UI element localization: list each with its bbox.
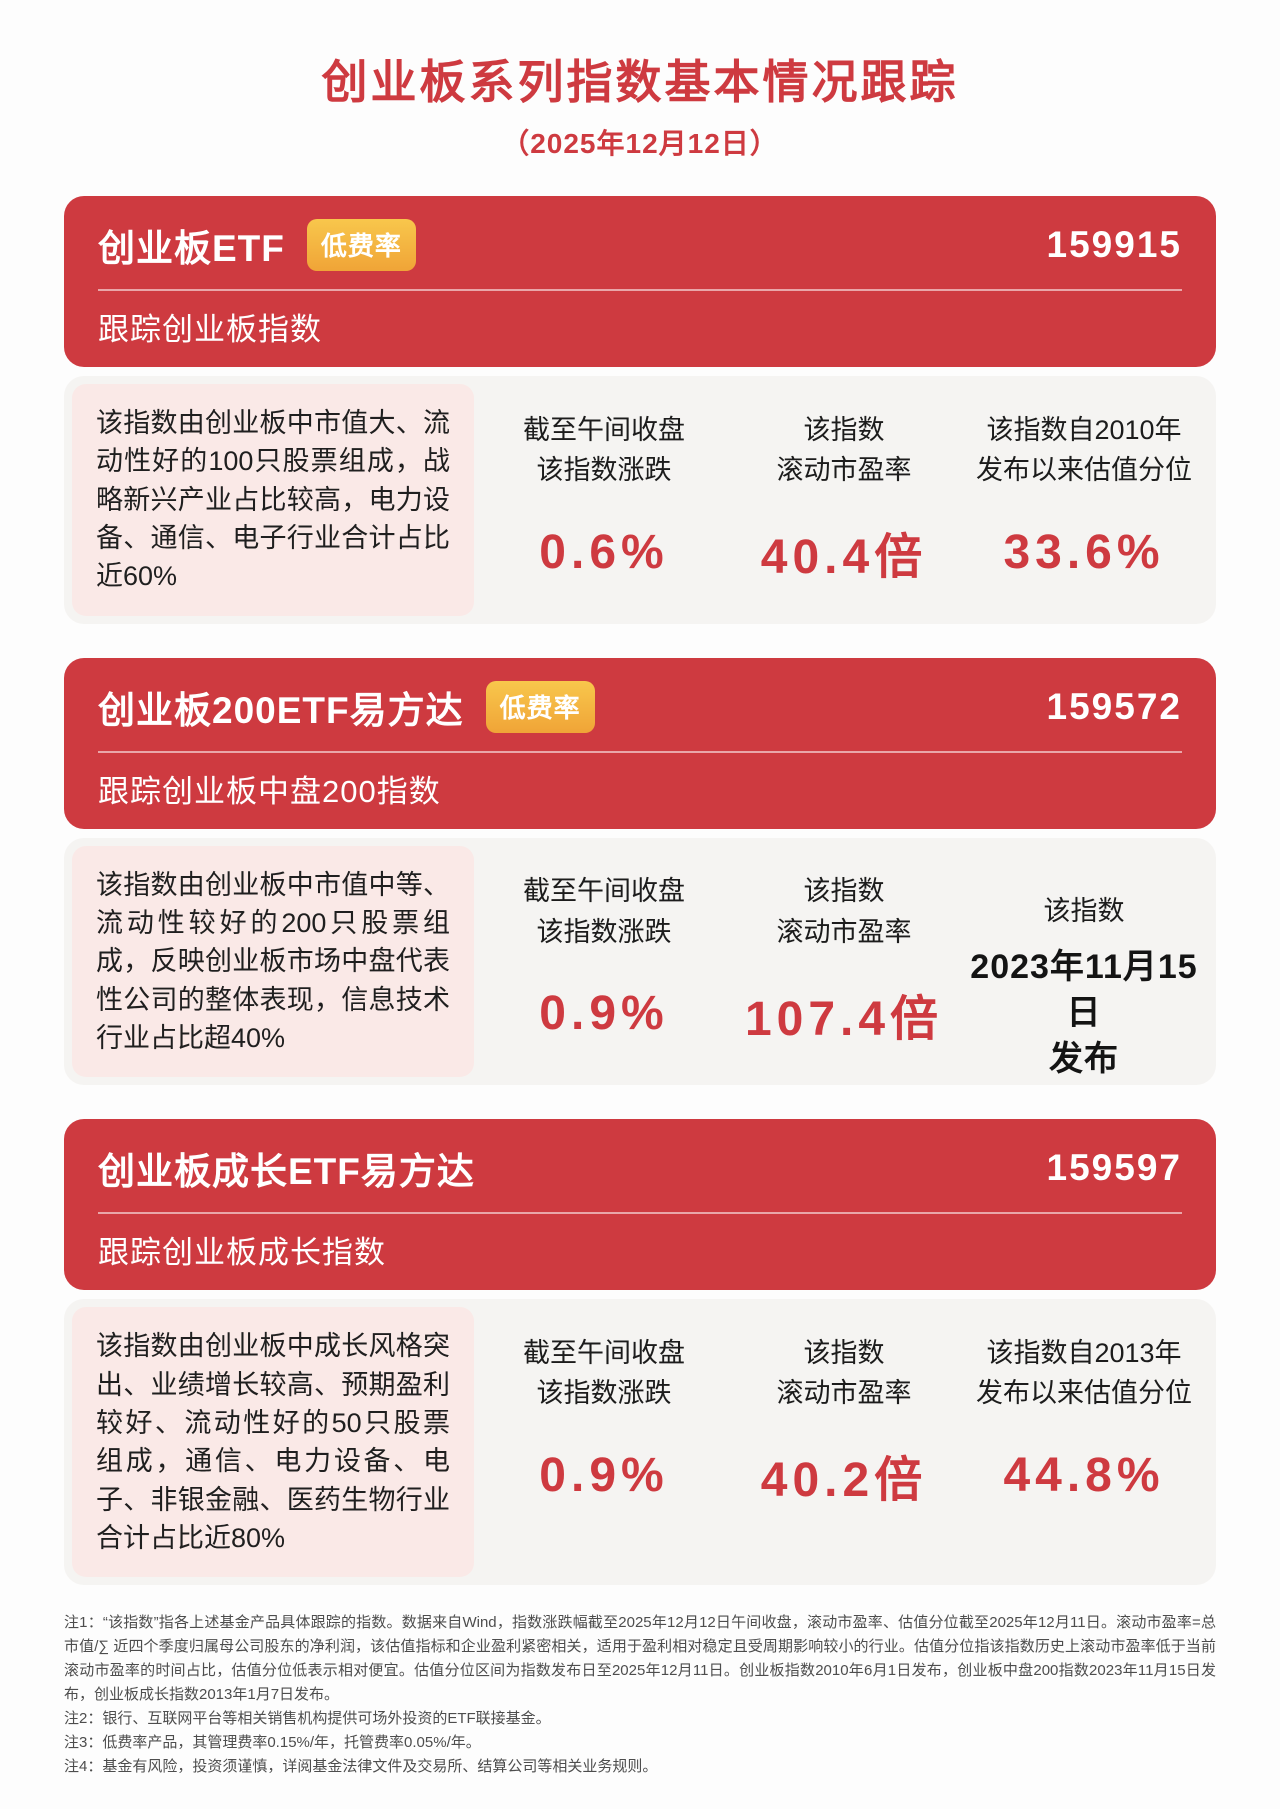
stat-label: 该指数 滚动市盈率 bbox=[776, 414, 912, 486]
stat-value: 40.2倍 bbox=[760, 1454, 928, 1508]
stat-label: 该指数 滚动市盈率 bbox=[776, 876, 912, 947]
stat-valuation-percentile: 该指数自2010年 发布以来估值分位 33.6% bbox=[964, 402, 1204, 594]
header-divider bbox=[98, 1212, 1182, 1215]
tracking-index-label: 跟踪创业板成长指数 bbox=[98, 1235, 386, 1271]
stat-value: 33.6% bbox=[1003, 525, 1165, 579]
tracking-index-label: 跟踪创业板指数 bbox=[98, 312, 322, 347]
etf-code: 159915 bbox=[1046, 224, 1182, 265]
etf-name: 创业板ETF bbox=[98, 228, 285, 269]
etf-name: 创业板200ETF易方达 bbox=[98, 689, 464, 731]
low-fee-badge: 低费率 bbox=[306, 219, 416, 271]
etf-card-chinext-growth: 创业板成长ETF易方达 159597 跟踪创业板成长指数 该指数由创业板中成长风… bbox=[64, 1119, 1216, 1586]
stat-value: 0.9% bbox=[539, 987, 669, 1041]
card-header: 创业板ETF 低费率 159915 跟踪创业板指数 bbox=[64, 196, 1216, 367]
card-body: 该指数由创业板中市值中等、流动性较好的200只股票组成，反映创业板市场中盘代表性… bbox=[64, 837, 1216, 1086]
etf-card-chinext: 创业板ETF 低费率 159915 跟踪创业板指数 该指数由创业板中市值大、流动… bbox=[64, 196, 1216, 624]
stat-label: 截至午间收盘 该指数涨跌 bbox=[523, 876, 685, 947]
stat-value: 44.8% bbox=[1003, 1448, 1165, 1502]
footnote-3: 注3：低费率产品，其管理费率0.15%/年，托管费率0.05%/年。 bbox=[64, 1734, 481, 1752]
etf-card-chinext-200: 创业板200ETF易方达 低费率 159572 跟踪创业板中盘200指数 该指数… bbox=[64, 657, 1216, 1086]
stats-row: 截至午间收盘 该指数涨跌 0.9% 该指数 滚动市盈率 107.4倍 bbox=[474, 846, 1208, 1078]
stat-midday-change: 截至午间收盘 该指数涨跌 0.9% bbox=[484, 1325, 724, 1517]
card-header: 创业板成长ETF易方达 159597 跟踪创业板成长指数 bbox=[64, 1119, 1216, 1291]
page-date: （2025年12月12日） bbox=[501, 128, 779, 159]
stats-row: 截至午间收盘 该指数涨跌 0.6% 该指数 滚动市盈率 40.4倍 bbox=[474, 384, 1208, 616]
stat-label: 该指数自2013年 发布以来估值分位 bbox=[976, 1337, 1192, 1409]
stat-label: 该指数自2010年 发布以来估值分位 bbox=[976, 414, 1192, 486]
stat-rolling-pe: 该指数 滚动市盈率 40.4倍 bbox=[724, 402, 964, 594]
footnote-1: 注1：“该指数”指各上述基金产品具体跟踪的指数。数据来自Wind，指数涨跌幅截至… bbox=[64, 1614, 1216, 1704]
low-fee-badge: 低费率 bbox=[485, 680, 595, 733]
tracking-index-label: 跟踪创业板中盘200指数 bbox=[98, 773, 441, 809]
header-divider bbox=[98, 289, 1182, 291]
stat-valuation-percentile: 该指数自2013年 发布以来估值分位 44.8% bbox=[964, 1325, 1204, 1517]
stat-value: 2023年11月15日 发布 bbox=[970, 947, 1198, 1078]
footnote-4: 注4：基金有风险，投资须谨慎，详阅基金法律文件及交易所、结算公司等相关业务规则。 bbox=[64, 1758, 658, 1776]
footnote-2: 注2：银行、互联网平台等相关销售机构提供可场外投资的ETF联接基金。 bbox=[64, 1710, 551, 1728]
stat-value: 107.4倍 bbox=[744, 992, 944, 1046]
stat-label: 截至午间收盘 该指数涨跌 bbox=[523, 1337, 685, 1409]
stat-launch-date: 该指数 2023年11月15日 发布 bbox=[964, 864, 1204, 1078]
index-description: 该指数由创业板中市值大、流动性好的100只股票组成，战略新兴产业占比较高，电力设… bbox=[72, 384, 474, 616]
etf-name: 创业板成长ETF易方达 bbox=[98, 1151, 475, 1193]
stat-value: 40.4倍 bbox=[760, 531, 928, 584]
index-description: 该指数由创业板中市值中等、流动性较好的200只股票组成，反映创业板市场中盘代表性… bbox=[72, 845, 474, 1078]
stat-rolling-pe: 该指数 滚动市盈率 40.2倍 bbox=[724, 1325, 964, 1517]
stat-label: 该指数 bbox=[1043, 896, 1125, 927]
stat-label: 截至午间收盘 该指数涨跌 bbox=[523, 414, 685, 486]
stat-label: 该指数 滚动市盈率 bbox=[776, 1337, 912, 1409]
page-title: 创业板系列指数基本情况跟踪 bbox=[321, 56, 959, 108]
index-description: 该指数由创业板中成长风格突出、业绩增长较高、预期盈利较好、流动性好的50只股票组… bbox=[72, 1307, 474, 1578]
footnotes: 注1：“该指数”指各上述基金产品具体跟踪的指数。数据来自Wind，指数涨跌幅截至… bbox=[64, 1611, 1216, 1779]
stat-midday-change: 截至午间收盘 该指数涨跌 0.6% bbox=[484, 402, 724, 594]
stat-value: 0.6% bbox=[539, 525, 669, 579]
card-body: 该指数由创业板中成长风格突出、业绩增长较高、预期盈利较好、流动性好的50只股票组… bbox=[64, 1299, 1216, 1586]
stat-midday-change: 截至午间收盘 该指数涨跌 0.9% bbox=[484, 864, 724, 1056]
stat-value: 0.9% bbox=[539, 1448, 669, 1502]
stats-row: 截至午间收盘 该指数涨跌 0.9% 该指数 滚动市盈率 40.2倍 bbox=[474, 1307, 1208, 1577]
etf-code: 159572 bbox=[1046, 685, 1182, 727]
card-header: 创业板200ETF易方达 低费率 159572 跟踪创业板中盘200指数 bbox=[64, 657, 1216, 829]
card-body: 该指数由创业板中市值大、流动性好的100只股票组成，战略新兴产业占比较高，电力设… bbox=[64, 376, 1216, 624]
etf-code: 159597 bbox=[1046, 1147, 1182, 1189]
stat-rolling-pe: 该指数 滚动市盈率 107.4倍 bbox=[724, 864, 964, 1056]
header-divider bbox=[98, 750, 1182, 753]
